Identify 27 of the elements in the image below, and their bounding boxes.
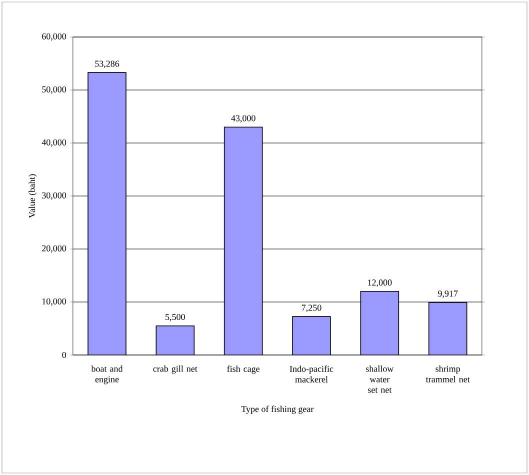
x-tick-label: boat and engine bbox=[91, 366, 123, 384]
bar bbox=[360, 291, 400, 355]
data-label: 5,500 bbox=[166, 314, 185, 322]
y-tick-label: 0 bbox=[62, 352, 66, 358]
bar bbox=[428, 302, 468, 355]
x-tick-label: fish cage bbox=[227, 366, 260, 374]
data-label: 53,286 bbox=[95, 60, 120, 68]
y-tick-label: 50,000 bbox=[42, 86, 66, 94]
x-tick-label: shrimp trammel net bbox=[426, 366, 470, 382]
y-axis-title: Value (baht) bbox=[28, 174, 37, 218]
data-label: 12,000 bbox=[368, 280, 392, 287]
x-tick-label: shallow water set net bbox=[366, 366, 394, 393]
y-tick-label: 30,000 bbox=[42, 192, 66, 200]
x-tick-label: crab gill net bbox=[153, 366, 198, 374]
data-label: 7,250 bbox=[302, 304, 322, 312]
y-tick-label: 10,000 bbox=[42, 298, 66, 306]
data-label: 43,000 bbox=[231, 115, 256, 123]
x-tick-label: Indo-pacific mackerel bbox=[290, 366, 334, 382]
x-axis-title: Type of fishing gear bbox=[241, 406, 314, 414]
y-tick-label: 20,000 bbox=[42, 245, 66, 253]
y-tick-label: 60,000 bbox=[42, 33, 66, 41]
bar bbox=[88, 72, 126, 355]
bar bbox=[156, 325, 195, 355]
y-tick-label: 40,000 bbox=[42, 139, 66, 147]
bar bbox=[224, 126, 263, 355]
bar bbox=[292, 316, 331, 355]
data-label: 9,917 bbox=[438, 290, 458, 298]
